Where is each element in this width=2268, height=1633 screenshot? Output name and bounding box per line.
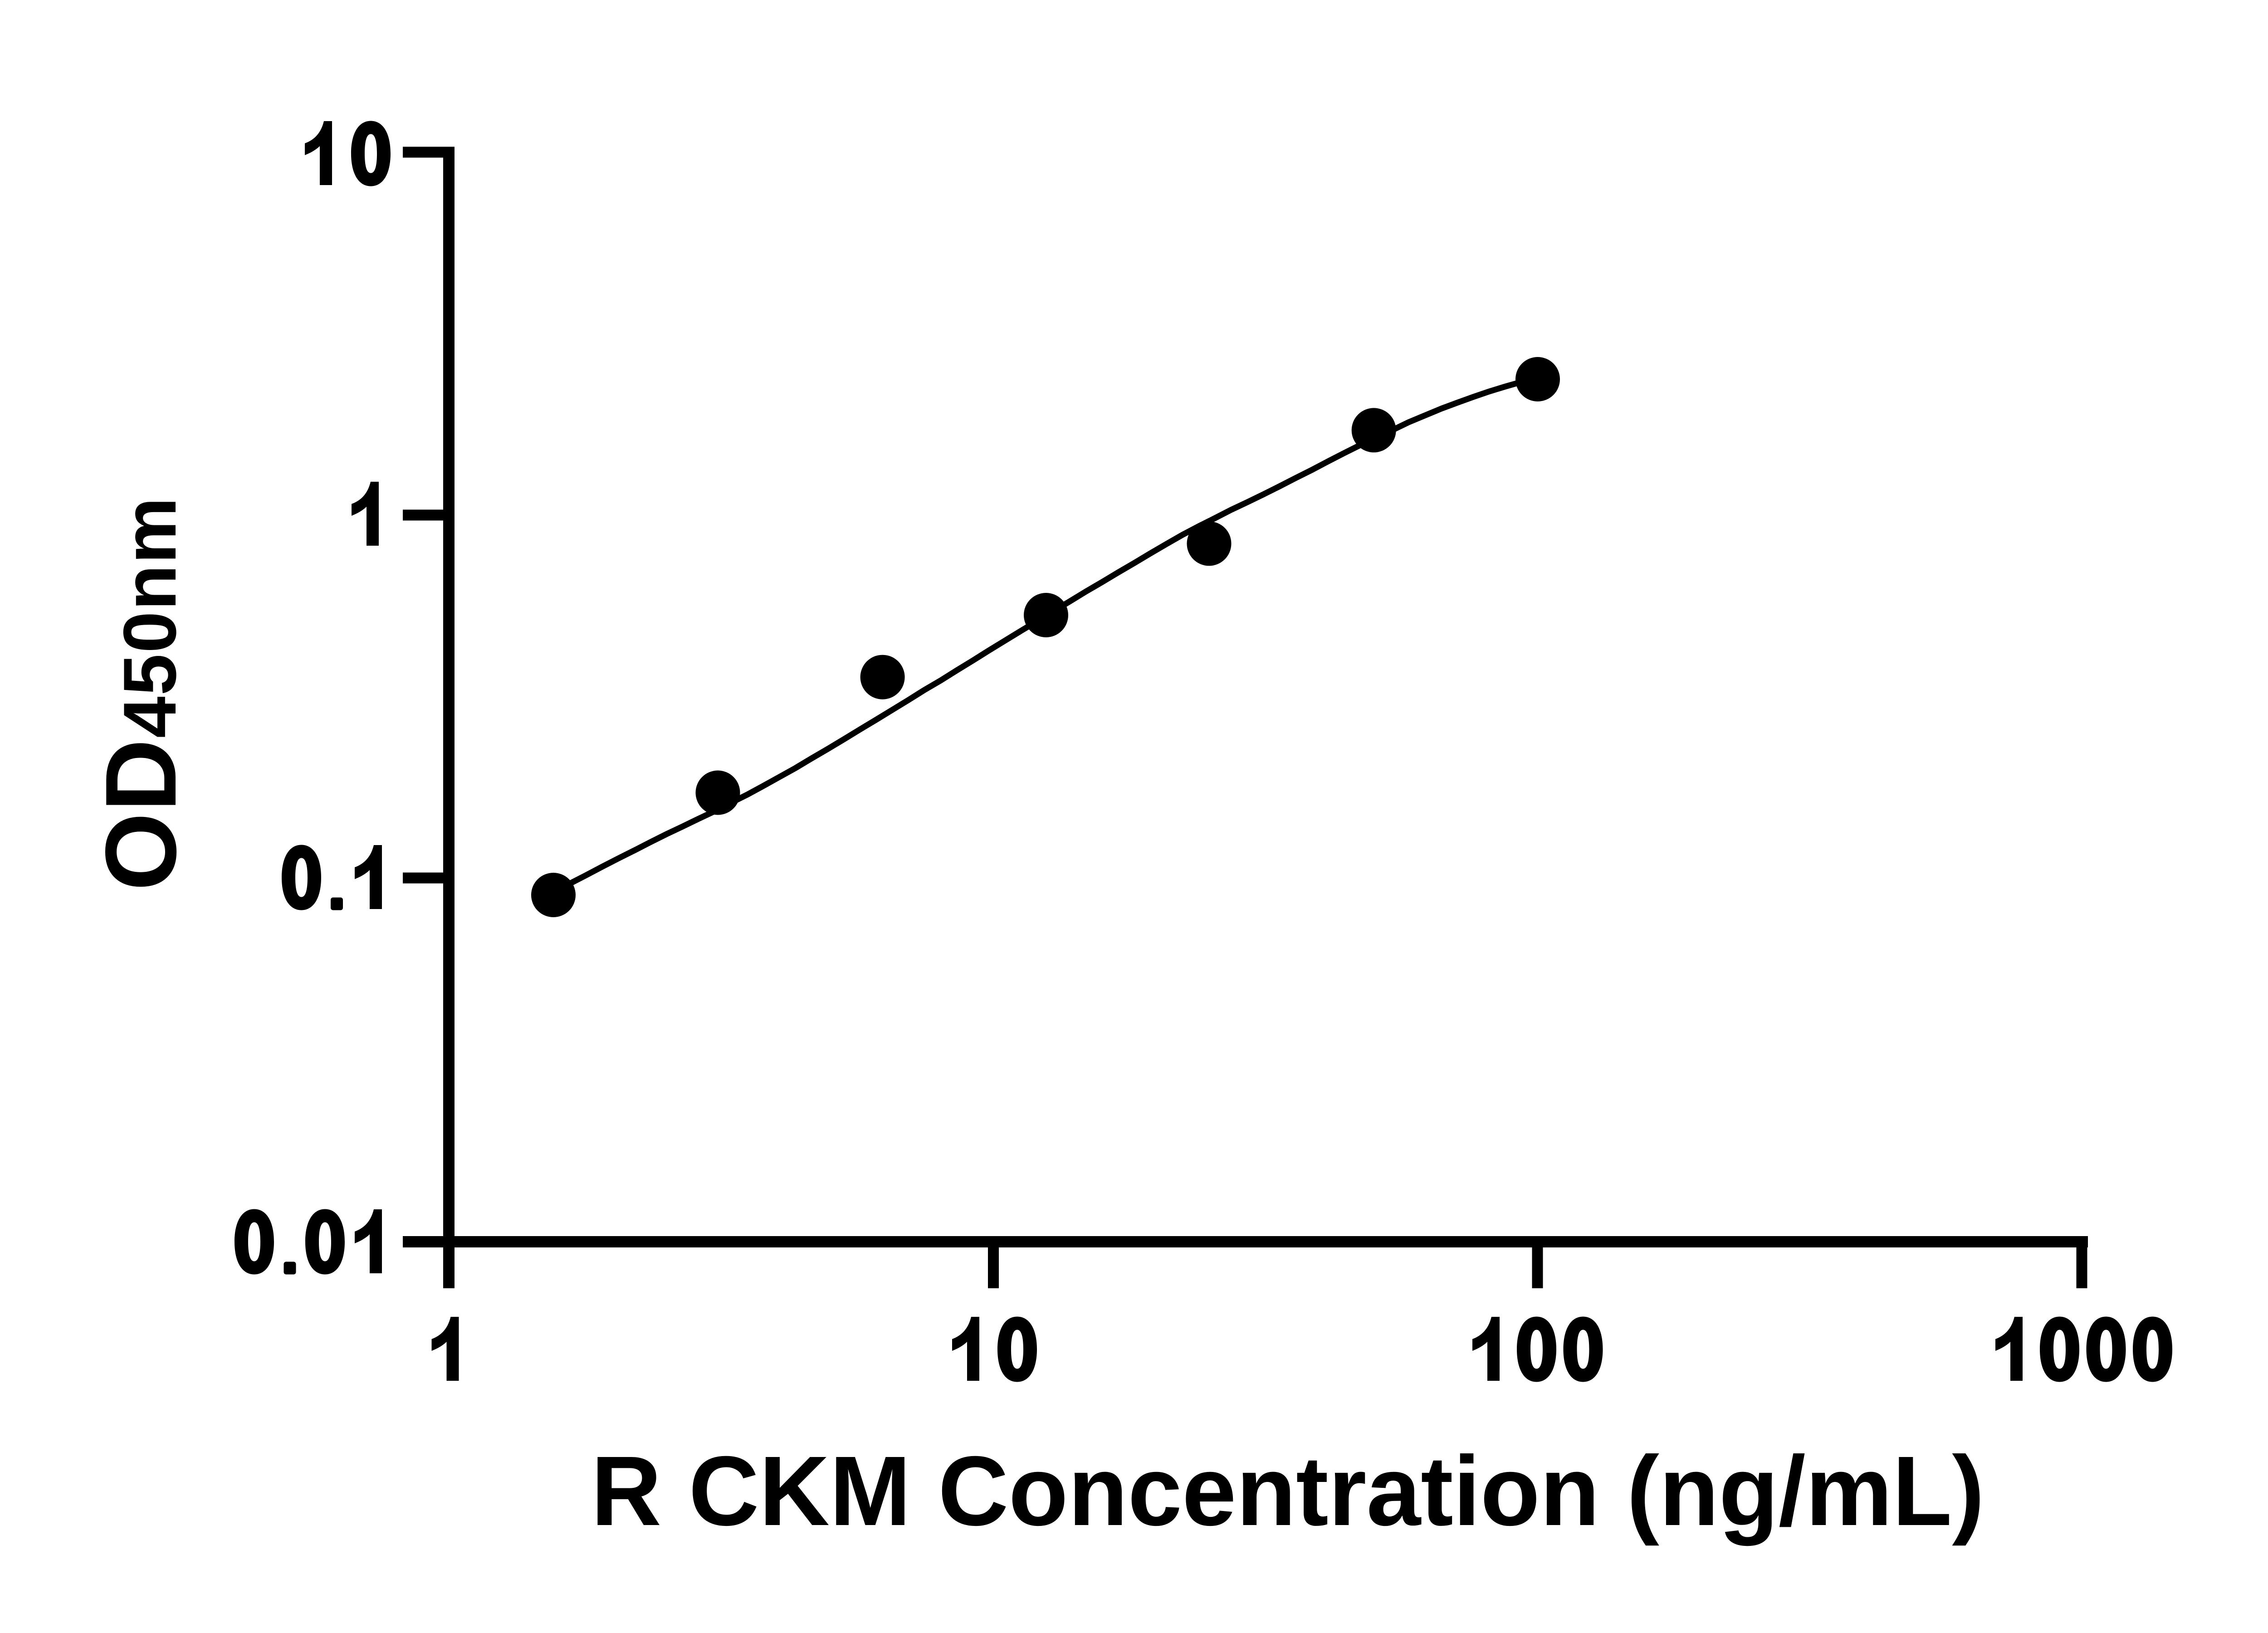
svg-text:R CKM Concentration (ng/mL): R CKM Concentration (ng/mL) <box>591 1436 1984 1546</box>
svg-text:OD450nm: OD450nm <box>85 496 197 891</box>
